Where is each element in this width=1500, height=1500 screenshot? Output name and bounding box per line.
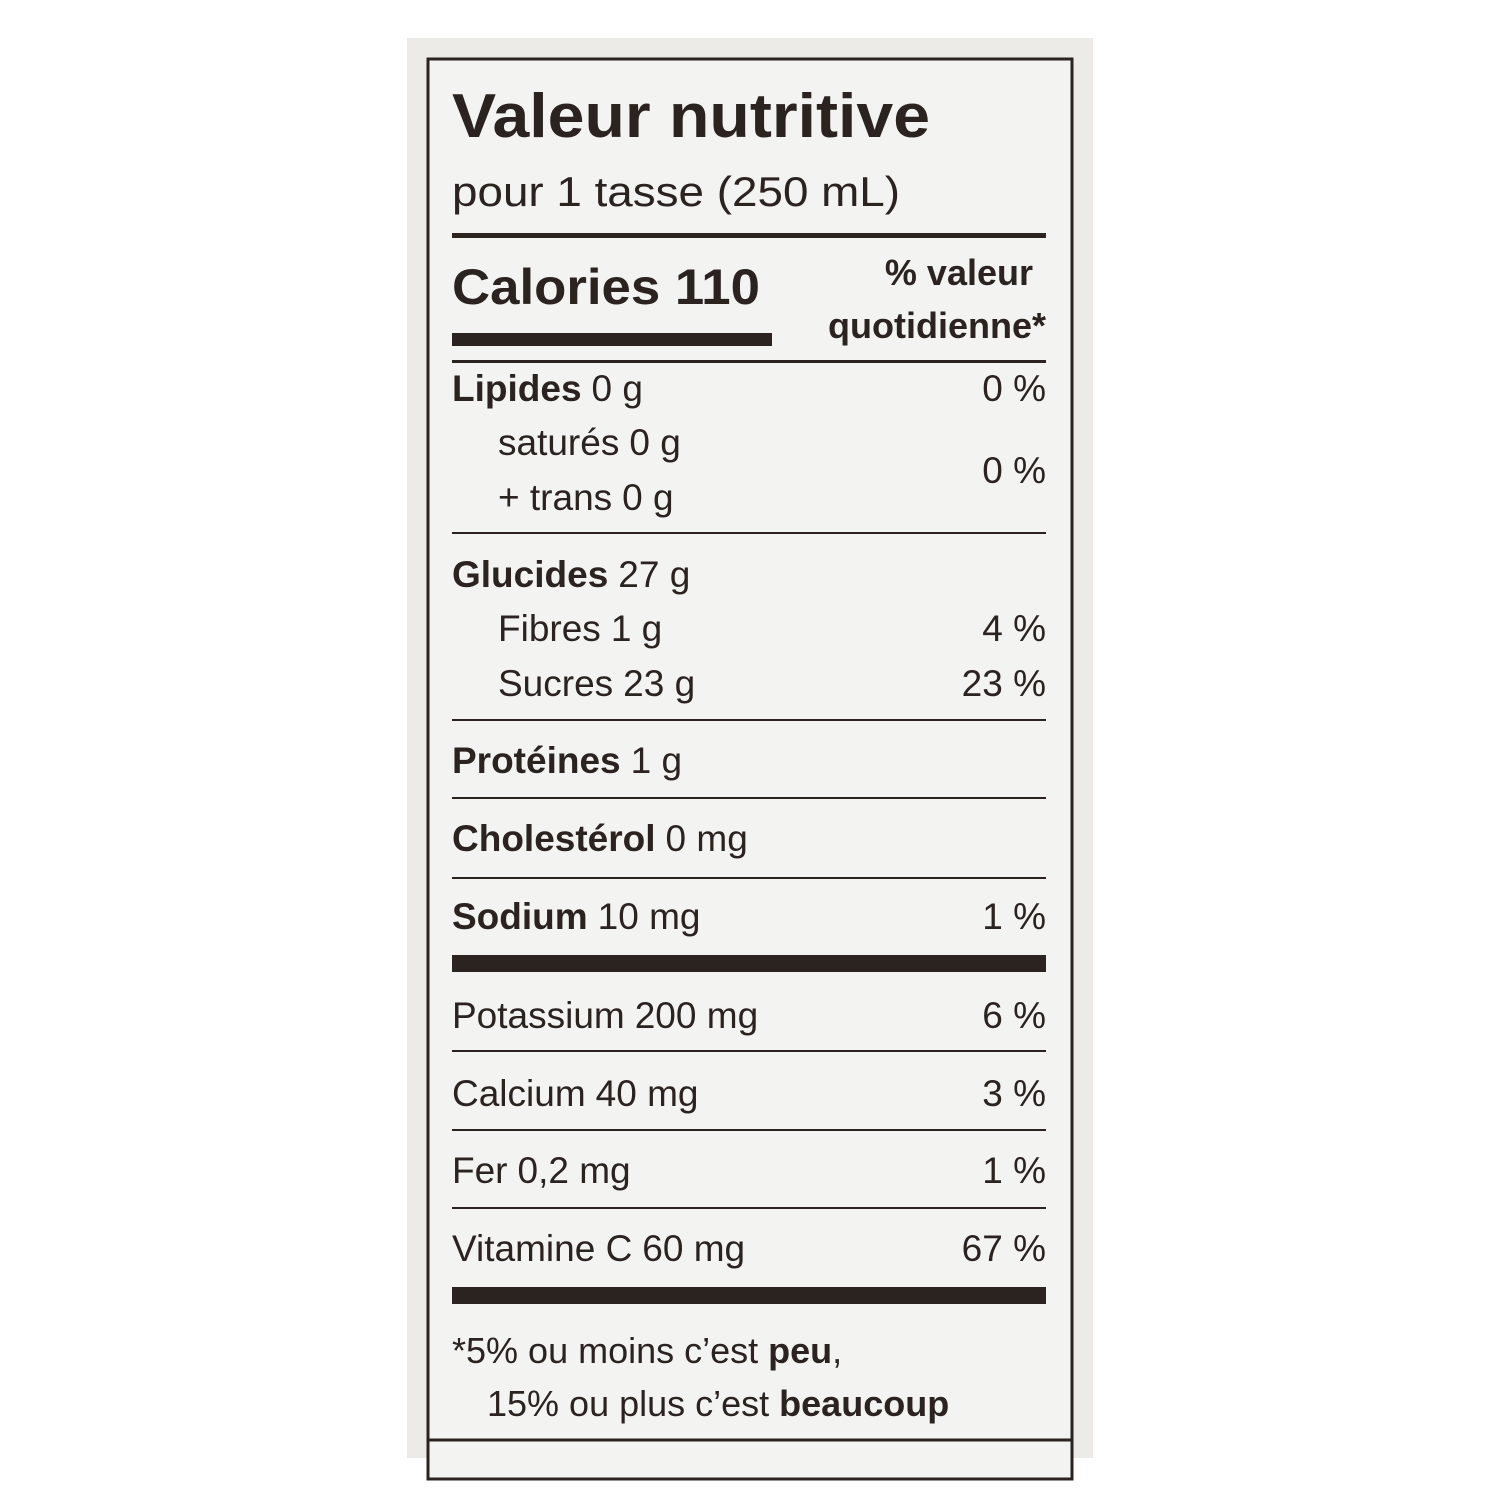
- nutrient: Fibres 1 g: [498, 608, 662, 649]
- daily-value: 0 %: [982, 450, 1046, 491]
- rule: [452, 233, 1046, 238]
- dv-header: quotidienne*: [828, 305, 1046, 346]
- rule: [452, 333, 772, 346]
- rule: [452, 1207, 1046, 1209]
- nutrient: + trans 0 g: [498, 477, 674, 518]
- nutrient: Lipides 0 g: [452, 368, 643, 409]
- nutrient: Vitamine C 60 mg: [452, 1228, 745, 1269]
- rule: [452, 1050, 1046, 1052]
- rule: [452, 1129, 1046, 1131]
- nutrient: saturés 0 g: [498, 422, 681, 463]
- daily-value: 0 %: [982, 368, 1046, 409]
- nutrient: Potassium 200 mg: [452, 995, 758, 1036]
- daily-value: 23 %: [962, 663, 1046, 704]
- daily-value: 4 %: [982, 608, 1046, 649]
- rule: [452, 719, 1046, 721]
- rule: [452, 797, 1046, 799]
- label-border: [426, 57, 1074, 1481]
- daily-value: 3 %: [982, 1073, 1046, 1114]
- dv-header: % valeur: [885, 252, 1033, 293]
- daily-value: 6 %: [982, 995, 1046, 1036]
- nutrient: Calcium 40 mg: [452, 1073, 698, 1114]
- rule: [452, 877, 1046, 879]
- thick-rule: [452, 955, 1046, 972]
- nutrient: Sodium 10 mg: [452, 896, 701, 937]
- daily-value: 1 %: [982, 896, 1046, 937]
- footnote: 15% ou plus c’est beaucoup: [487, 1383, 949, 1424]
- nutrient: Glucides 27 g: [452, 554, 690, 595]
- daily-value: 1 %: [982, 1150, 1046, 1191]
- nutrient: Cholestérol 0 mg: [452, 818, 748, 859]
- nutrient: Sucres 23 g: [498, 663, 695, 704]
- title: Valeur nutritive: [452, 82, 930, 151]
- thick-rule: [452, 1287, 1046, 1304]
- rule: [452, 532, 1046, 534]
- nutrient: Fer 0,2 mg: [452, 1150, 631, 1191]
- calories: Calories 110: [452, 259, 760, 315]
- daily-value: 67 %: [962, 1228, 1046, 1269]
- rule: [452, 360, 1046, 363]
- serving: pour 1 tasse (250 mL): [452, 168, 900, 215]
- nutrient: Protéines 1 g: [452, 740, 682, 781]
- footnote: *5% ou moins c’est peu,: [452, 1330, 842, 1371]
